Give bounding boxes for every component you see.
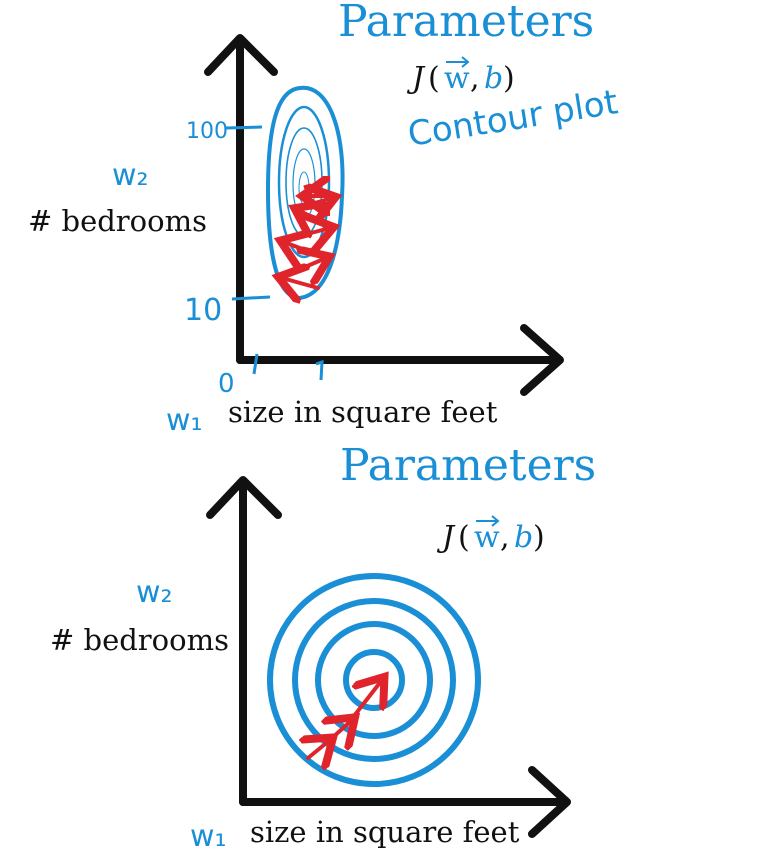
- top-x-axis: [236, 324, 564, 396]
- top-w1-label: w₁: [166, 403, 203, 438]
- vector-arrow-icon: [446, 56, 470, 68]
- tick-y-high: [225, 125, 263, 130]
- tick-x-origin: [252, 353, 259, 375]
- top-w2-label: w₂: [112, 158, 149, 193]
- direct-descent-path: [308, 680, 382, 758]
- top-x-axis-label: size in square feet: [228, 395, 498, 429]
- bottom-w2-label: w₂: [136, 575, 173, 610]
- step-arrow: [332, 720, 352, 738]
- contour-ring: [292, 598, 456, 762]
- cost-open: (: [458, 520, 470, 555]
- cost-close: ): [533, 520, 545, 555]
- step-arrow: [284, 242, 328, 258]
- contour-ring: [315, 621, 433, 739]
- contour-ring: [267, 573, 481, 787]
- tick-label-10: 10: [184, 293, 222, 328]
- top-y-axis: [204, 34, 278, 364]
- cost-w: w: [474, 520, 500, 555]
- top-y-axis-label: # bedrooms: [28, 204, 207, 238]
- step-arrow: [354, 680, 382, 718]
- top-panel: Parameters J ( w , b ) Contour plot w₂ #…: [28, 0, 621, 438]
- tick-y-low: [231, 295, 271, 301]
- bottom-cost-function: J ( w , b ): [436, 515, 545, 555]
- cost-close: ): [503, 61, 515, 96]
- bottom-x-axis-label: size in square feet: [250, 815, 520, 849]
- tick-label-100: 100: [186, 119, 228, 144]
- bottom-w1-label: w₁: [190, 819, 227, 854]
- cost-comma: ,: [500, 520, 510, 555]
- bottom-x-axis: [239, 766, 571, 838]
- tick-label-0: 0: [218, 369, 235, 399]
- cost-j: J: [436, 520, 456, 555]
- bottom-y-axis-label: # bedrooms: [50, 623, 229, 657]
- bottom-title: Parameters: [340, 440, 596, 491]
- vector-arrow-icon: [476, 515, 500, 527]
- bottom-y-axis: [206, 476, 282, 806]
- contour-ring: [298, 171, 310, 205]
- bottom-panel: Parameters J ( w , b ) w₂ # bedrooms w₁ …: [50, 440, 596, 854]
- contour-ring: [343, 649, 405, 711]
- cost-open: (: [428, 61, 440, 96]
- tick-x-one: [315, 359, 324, 381]
- top-title: Parameters: [338, 0, 594, 47]
- step-arrow: [282, 258, 326, 276]
- cost-b: b: [514, 520, 533, 555]
- top-cost-function: J ( w , b ): [406, 56, 515, 96]
- step-arrow: [308, 740, 330, 758]
- cost-b: b: [484, 61, 503, 96]
- circular-contours: [267, 573, 481, 787]
- cost-comma: ,: [470, 61, 480, 96]
- cost-w: w: [444, 61, 470, 96]
- cost-j: J: [406, 61, 426, 96]
- step-arrow: [282, 278, 320, 288]
- zigzag-descent-path: [282, 196, 332, 288]
